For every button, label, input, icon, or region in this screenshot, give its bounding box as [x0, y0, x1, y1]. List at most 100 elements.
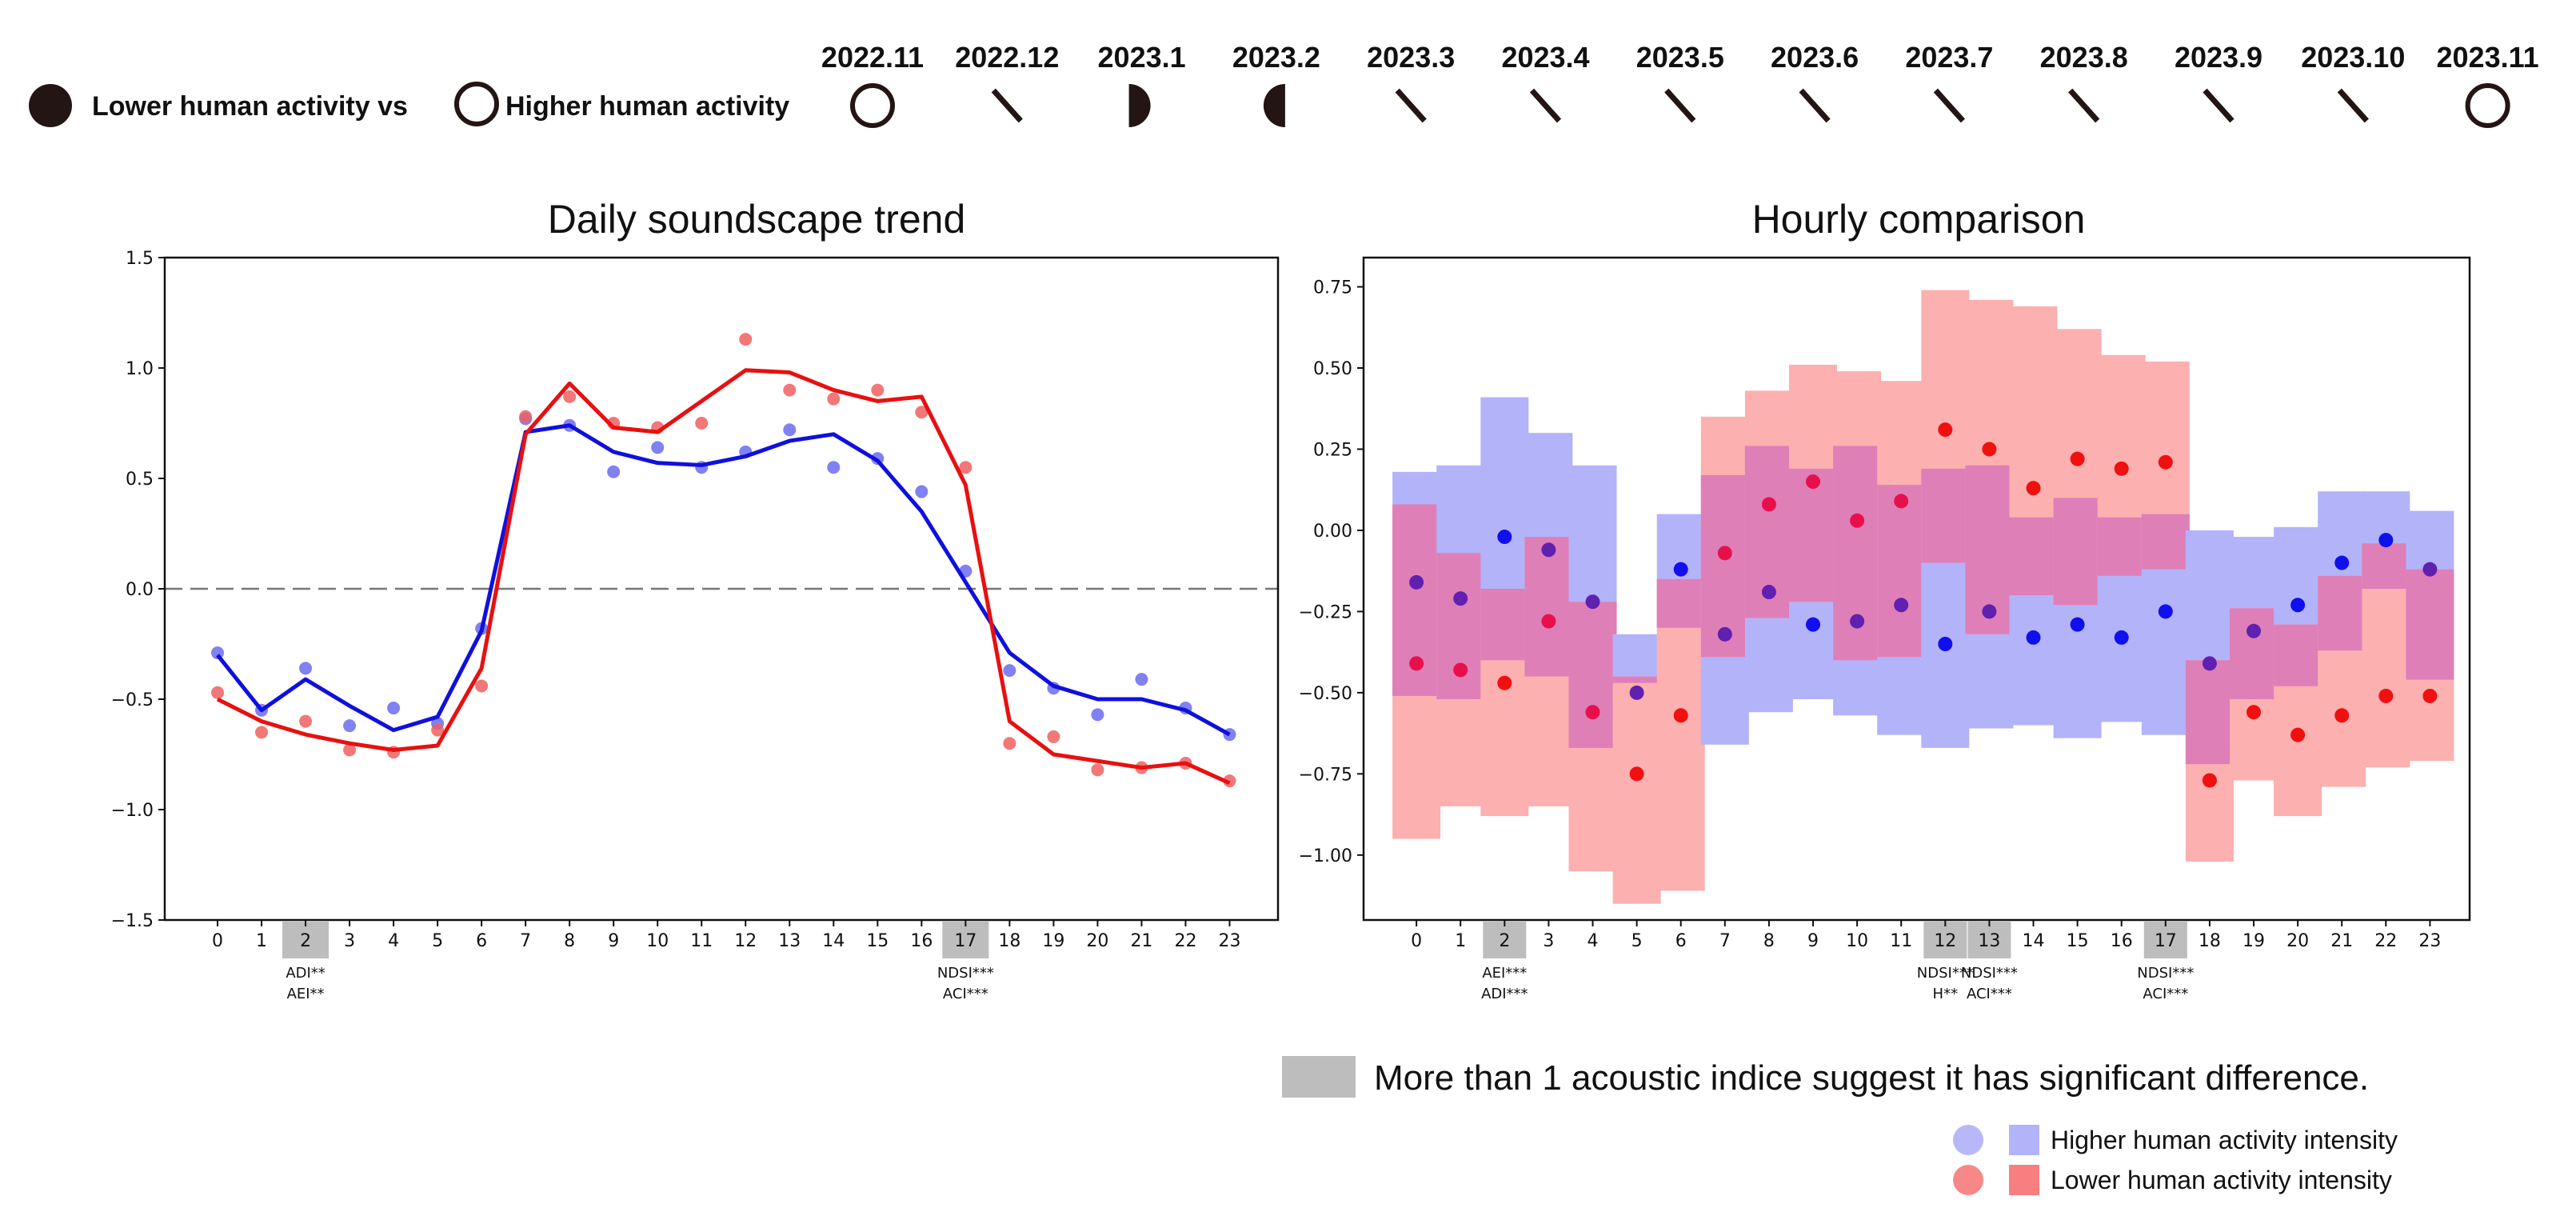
chart-title-hourly: Hourly comparison: [1752, 197, 2086, 242]
data-point-blue: [387, 702, 401, 715]
header-legend: Lower human activity vs Higher human act…: [29, 82, 789, 127]
range-bar-overlap: [2185, 660, 2234, 765]
slash-icon: [2068, 88, 2100, 123]
range-bar-overlap: [1612, 676, 1661, 683]
data-point-blue: [915, 485, 929, 498]
trend-line-blue: [216, 423, 1231, 737]
data-point-red: [299, 714, 313, 728]
mean-point-blue: [1806, 617, 1821, 632]
x-tick-label: 8: [1763, 931, 1775, 951]
slash-icon: [1395, 88, 1427, 123]
x-tick-label: 16: [910, 931, 933, 951]
mean-point-blue: [2026, 630, 2041, 645]
mean-point-red: [1585, 705, 1600, 720]
mean-point-blue: [1982, 604, 1997, 619]
range-bar-overlap: [2318, 575, 2366, 651]
x-tick-label: 2: [300, 931, 311, 951]
x-tick-label: 17: [954, 931, 976, 951]
x-tick-label: 16: [2111, 931, 2133, 951]
mean-point-red: [1673, 708, 1688, 723]
significance-label: NDSI***: [1961, 965, 2018, 982]
x-tick-label: 17: [2155, 931, 2177, 951]
data-point-red: [431, 723, 445, 737]
significance-swatch: [1282, 1056, 1356, 1098]
y-tick-label: −1.0: [111, 801, 154, 821]
y-tick-label: 0.75: [1313, 278, 1352, 298]
mean-point-red: [1982, 442, 1997, 457]
x-tick-label: 20: [1086, 931, 1108, 951]
moon-phase-label: 2023.9: [2175, 41, 2262, 74]
full-circle-icon: [850, 83, 895, 128]
mean-point-red: [1629, 766, 1644, 782]
x-tick-label: 7: [520, 931, 531, 951]
mean-point-red: [2378, 688, 2394, 703]
mean-point-red: [2114, 461, 2129, 476]
range-bar-overlap: [1524, 537, 1573, 677]
moon-phase-label: 2023.3: [1367, 41, 1455, 74]
x-tick-label: 21: [1130, 931, 1152, 951]
x-tick-label: 18: [998, 931, 1020, 951]
trend-line-red: [216, 368, 1231, 786]
significance-highlight: [1967, 922, 2011, 958]
legend-higher-label: Higher human activity intensity: [2051, 1126, 2398, 1154]
range-bar-overlap: [1789, 468, 1838, 602]
mean-point-red: [1497, 675, 1512, 690]
y-tick-label: −0.5: [111, 690, 154, 710]
x-tick-label: 6: [1675, 931, 1687, 951]
significance-label: NDSI***: [1917, 965, 1974, 982]
slash-icon: [2337, 88, 2369, 123]
moon-phase-label: 2023.10: [2301, 41, 2405, 74]
x-tick-label: 15: [2067, 931, 2089, 951]
x-tick-label: 10: [1846, 931, 1868, 951]
x-tick-label: 5: [432, 931, 443, 951]
x-tick-label: 3: [1543, 931, 1554, 951]
data-point-red: [695, 417, 709, 430]
mean-point-blue: [2422, 562, 2438, 577]
moon-phase-label: 2023.5: [1636, 41, 1724, 74]
data-point-blue: [1003, 664, 1016, 678]
x-tick-label: 22: [1174, 931, 1196, 951]
slash-icon: [1799, 88, 1831, 123]
range-bar-overlap: [1921, 468, 1970, 563]
x-tick-label: 1: [1455, 931, 1466, 951]
mean-point-red: [2158, 454, 2173, 470]
x-tick-label: 13: [1978, 931, 2000, 951]
moon-phase-label: 2023.2: [1232, 41, 1320, 74]
mean-point-blue: [2378, 533, 2394, 548]
significance-label: ADI**: [286, 965, 325, 982]
range-bar-overlap: [2406, 569, 2454, 680]
daily-trend-chart: ADI**AEI**NDSI***ACI***0 1 2 3 4 5 6 7 8 9 10 11 12 1…: [111, 249, 1280, 1002]
y-tick-label: −0.50: [1299, 684, 1352, 704]
y-tick-label: 0.00: [1313, 522, 1352, 542]
mean-point-blue: [1894, 598, 1909, 613]
x-tick-label: 0: [212, 931, 223, 951]
y-tick-label: 0.5: [126, 470, 154, 490]
mean-point-red: [1761, 497, 1776, 512]
x-tick-label: 11: [1890, 931, 1912, 951]
mean-point-red: [2026, 481, 2041, 496]
half-moon-right-icon: [1128, 84, 1151, 127]
moon-phase-label: 2023.4: [1501, 41, 1589, 74]
moon-phase-label: 2022.12: [955, 41, 1059, 74]
data-point-red: [1091, 763, 1104, 777]
y-tick-label: 1.5: [126, 249, 154, 269]
x-tick-label: 15: [866, 931, 889, 951]
x-tick-label: 11: [690, 931, 713, 951]
x-tick-label: 19: [1042, 931, 1064, 951]
y-tick-label: −0.75: [1299, 765, 1352, 785]
mean-point-red: [2247, 705, 2262, 720]
x-tick-label: 10: [646, 931, 669, 951]
mean-point-red: [2422, 688, 2438, 703]
y-tick-label: −0.25: [1299, 602, 1352, 622]
mean-point-blue: [2158, 604, 2173, 619]
significance-highlight: [1483, 922, 1527, 958]
x-tick-label: 22: [2374, 931, 2397, 951]
x-tick-label: 2: [1499, 931, 1510, 951]
range-bar-overlap: [1480, 589, 1529, 661]
significance-label: ACI***: [943, 986, 988, 1002]
data-point-red: [1223, 774, 1236, 788]
significance-label: AEI***: [1482, 965, 1527, 982]
data-point-red: [827, 392, 841, 406]
data-point-red: [1047, 730, 1060, 743]
significance-highlight: [1923, 922, 1967, 958]
